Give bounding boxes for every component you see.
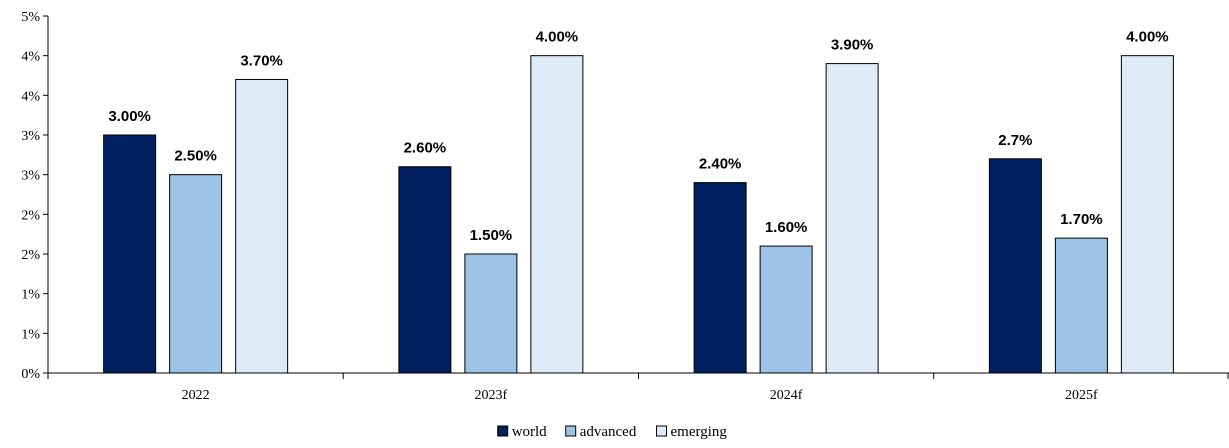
legend-label-advanced: advanced [580, 424, 637, 440]
legend-swatch-advanced [565, 425, 577, 437]
bar-world [103, 134, 157, 374]
bars [103, 55, 1174, 374]
y-tick-label: 5% [21, 10, 40, 25]
data-label-emerging: 3.70% [240, 52, 283, 69]
x-tick-label: 2025f [1065, 388, 1098, 403]
data-label-world: 2.7% [998, 132, 1032, 149]
data-label-world: 2.60% [404, 140, 447, 157]
bar-emerging [235, 78, 289, 374]
bar-world [988, 158, 1042, 374]
data-label-advanced: 2.50% [174, 148, 217, 165]
data-labels: 3.00% 2.50% 3.70% 2.60% 1.50% 4.00% 2.40% 1.60%… [108, 29, 1168, 244]
x-tick-label: 2024f [770, 388, 803, 403]
y-tick-label: 3% [21, 129, 40, 144]
x-tick-label: 2022 [182, 388, 210, 403]
y-tick-label: 1% [21, 288, 40, 303]
legend-swatch-world [497, 425, 509, 437]
bar-emerging [1120, 55, 1174, 374]
y-tick-label: 2% [21, 248, 40, 263]
data-label-world: 2.40% [699, 156, 742, 173]
y-tick-label: 2% [21, 208, 40, 223]
bar-advanced [169, 174, 223, 374]
legend-label-emerging: emerging [671, 424, 728, 440]
bar-emerging [825, 63, 879, 374]
bar-emerging [530, 55, 584, 374]
data-label-world: 3.00% [108, 108, 151, 125]
y-axis: 0% 1% 1% 2% 2% 3% 3% 4% 4% 5% [21, 10, 49, 382]
legend: world advanced emerging [497, 424, 728, 440]
bar-advanced [759, 245, 813, 374]
bar-world [398, 166, 452, 374]
data-label-emerging: 3.90% [831, 37, 874, 54]
bar-advanced [1054, 237, 1108, 374]
x-tick-label: 2023f [475, 388, 508, 403]
y-tick-label: 3% [21, 169, 40, 184]
data-label-emerging: 4.00% [1126, 29, 1169, 46]
data-label-advanced: 1.70% [1060, 211, 1103, 228]
bar-advanced [464, 253, 518, 374]
y-tick-label: 1% [21, 327, 40, 342]
legend-swatch-emerging [656, 425, 667, 437]
bar-world [693, 182, 747, 374]
y-tick-label: 0% [21, 367, 40, 382]
data-label-advanced: 1.50% [470, 227, 513, 244]
data-label-emerging: 4.00% [536, 29, 579, 46]
data-label-advanced: 1.60% [765, 219, 808, 236]
y-tick-label: 4% [21, 89, 40, 104]
legend-label-world: world [512, 424, 547, 440]
y-tick-label: 4% [21, 50, 40, 65]
x-axis: 2022 2023f 2024f 2025f [47, 372, 1229, 403]
